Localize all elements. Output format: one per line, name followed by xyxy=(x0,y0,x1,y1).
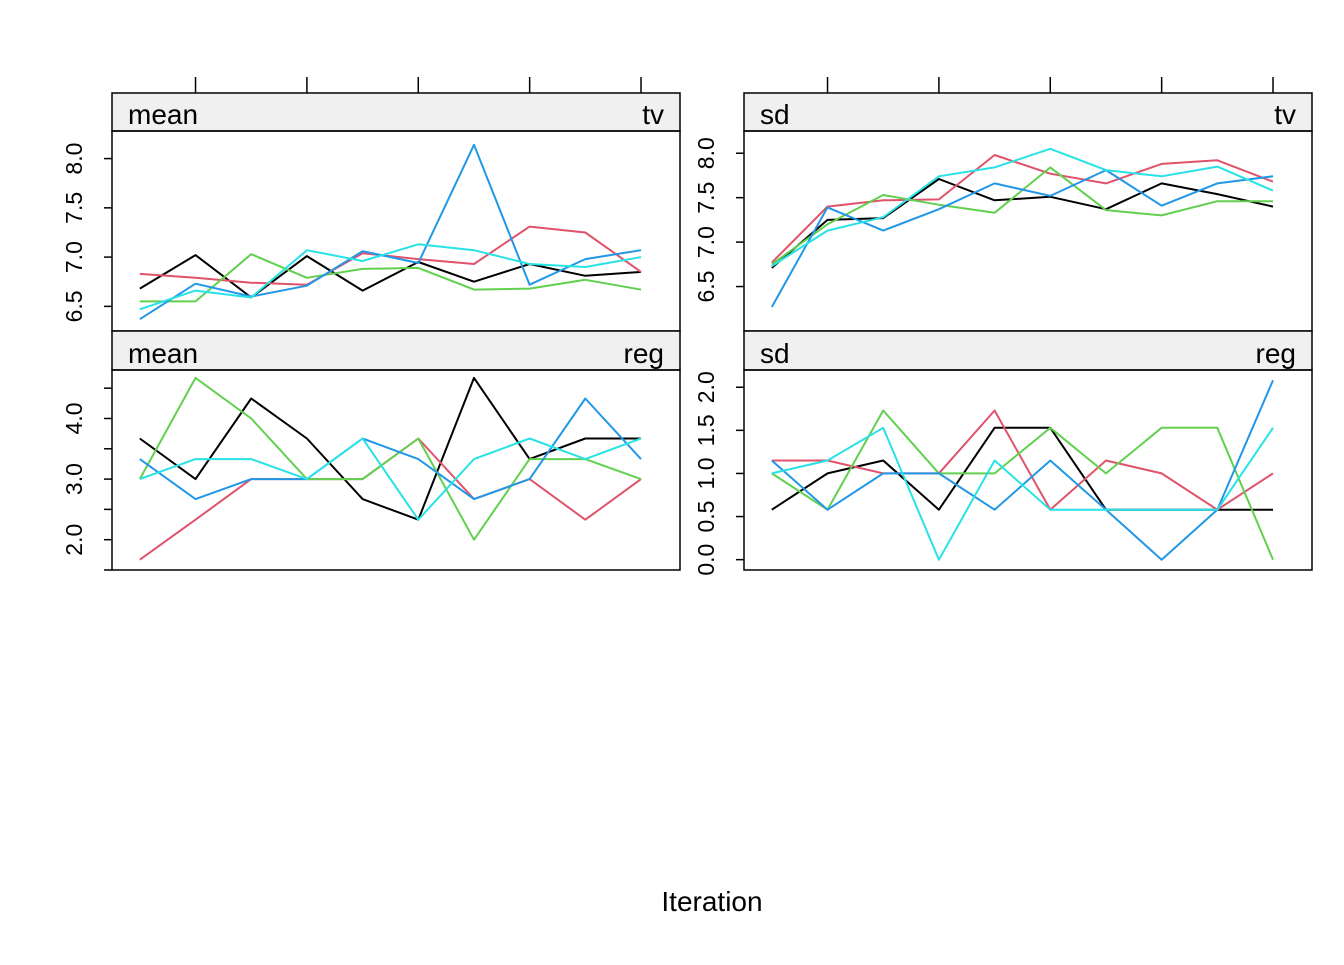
y-tick-label: 1.0 xyxy=(693,457,719,489)
series-line-sd-tv-4 xyxy=(770,169,1274,308)
y-tick-label: 7.0 xyxy=(61,241,87,273)
y-tick-label: 6.5 xyxy=(693,271,719,303)
series-line-sd-reg-4 xyxy=(771,379,1274,561)
series-line-mean-reg-3 xyxy=(138,376,642,541)
series-line-sd-tv-5 xyxy=(771,147,1274,267)
panel-sd-reg: sd reg 0.0 0.5 1.0 1.5 2.0 xyxy=(693,330,1313,576)
strip-stat-label: sd xyxy=(760,99,790,130)
strip-mean-tv xyxy=(111,92,681,132)
panel-sd-tv: sd tv 6.5 7.0 7.5 8.0 xyxy=(693,77,1313,332)
strip-variable-label: reg xyxy=(624,338,664,369)
y-tick-label: 7.5 xyxy=(693,182,719,214)
y-tick-label: 0.0 xyxy=(693,544,719,576)
y-tick-label: 2.0 xyxy=(693,371,719,403)
series-line-mean-tv-4 xyxy=(139,143,642,321)
y-tick-label: 1.5 xyxy=(693,414,719,446)
y-tick-label: 6.5 xyxy=(61,290,87,322)
series-line-sd-tv-1 xyxy=(771,178,1274,269)
strip-stat-label: mean xyxy=(128,99,198,130)
y-tick-label: 7.5 xyxy=(61,192,87,224)
panel-mean-reg: mean reg 2.0 3.0 4.0 xyxy=(61,330,681,571)
strip-variable-label: tv xyxy=(642,99,664,130)
panel-mean-tv: mean tv 6.5 7.0 7.5 8.0 xyxy=(61,77,681,332)
series-line-mean-reg-5 xyxy=(139,437,642,521)
y-tick-label: 7.0 xyxy=(693,226,719,258)
y-tick-label: 8.0 xyxy=(61,143,87,175)
plot-frame-sd-reg xyxy=(743,369,1313,571)
strip-variable-label: tv xyxy=(1274,99,1296,130)
y-tick-label: 4.0 xyxy=(61,402,87,434)
x-axis-title: Iteration xyxy=(661,886,762,917)
y-tick-label: 0.5 xyxy=(693,501,719,533)
series-line-mean-tv-5 xyxy=(139,243,642,311)
y-tick-label: 2.0 xyxy=(61,524,87,556)
series-line-mean-reg-2 xyxy=(139,437,642,561)
strip-sd-tv xyxy=(743,92,1313,132)
series-line-sd-reg-5 xyxy=(771,426,1274,561)
series-line-mean-reg-4 xyxy=(139,397,642,501)
strip-stat-label: mean xyxy=(128,338,198,369)
series-line-mean-tv-1 xyxy=(139,254,642,299)
series-line-sd-reg-3 xyxy=(771,409,1274,561)
series-line-mean-tv-3 xyxy=(139,253,642,303)
strip-sd-reg xyxy=(743,330,1313,371)
strip-variable-label: reg xyxy=(1256,338,1296,369)
y-tick-label: 3.0 xyxy=(61,463,87,495)
strip-mean-reg xyxy=(111,330,681,371)
y-tick-label: 8.0 xyxy=(693,137,719,169)
series-line-sd-reg-2 xyxy=(771,409,1274,511)
plot-frame-mean-reg xyxy=(111,369,681,571)
series-line-sd-tv-2 xyxy=(771,154,1274,264)
strip-stat-label: sd xyxy=(760,338,790,369)
